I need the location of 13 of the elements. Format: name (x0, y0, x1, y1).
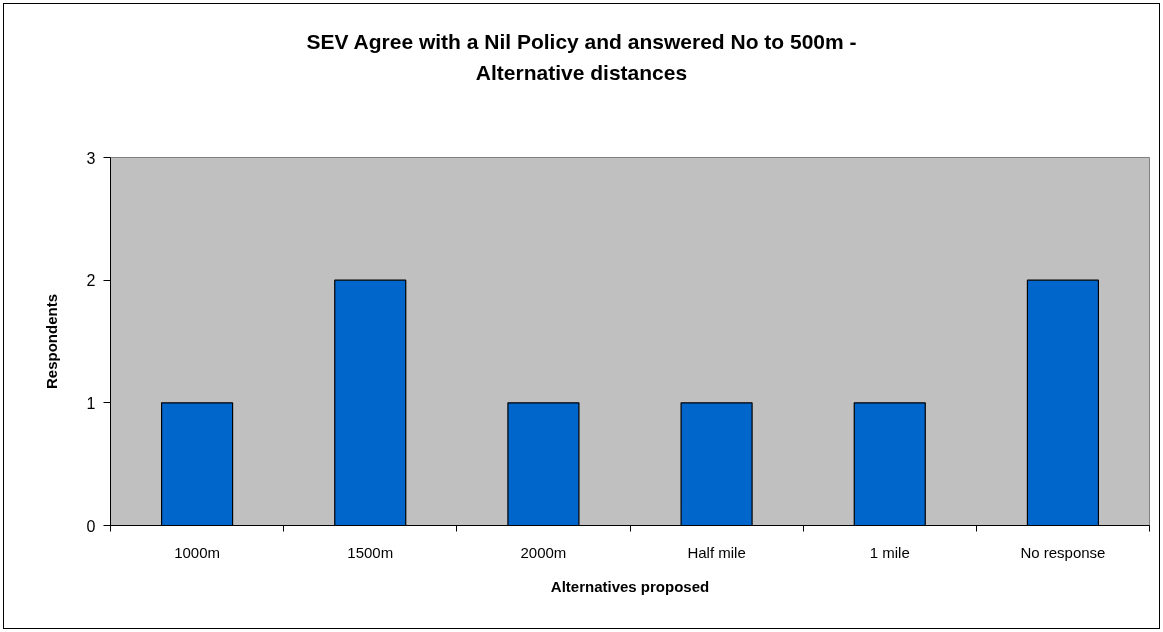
x-axis-title: Alternatives proposed (550, 577, 710, 595)
y-tick-label: 1 (86, 394, 96, 412)
x-tick-label: 2000m (520, 543, 567, 561)
x-tick-label: 1000m (174, 543, 221, 561)
x-tick-label: 1500m (347, 543, 394, 561)
x-tick-label: 1 mile (869, 543, 910, 561)
y-tick-label: 3 (86, 149, 96, 167)
chart-title: SEV Agree with a Nil Policy and answered No to 500m - Alternative distances (306, 29, 857, 86)
x-tick-label: Half mile (687, 543, 746, 561)
y-tick-label: 2 (86, 272, 96, 290)
x-tick-label: No response (1020, 543, 1106, 561)
y-axis-title: Respondents (42, 293, 60, 389)
y-tick-label: 0 (86, 517, 96, 535)
